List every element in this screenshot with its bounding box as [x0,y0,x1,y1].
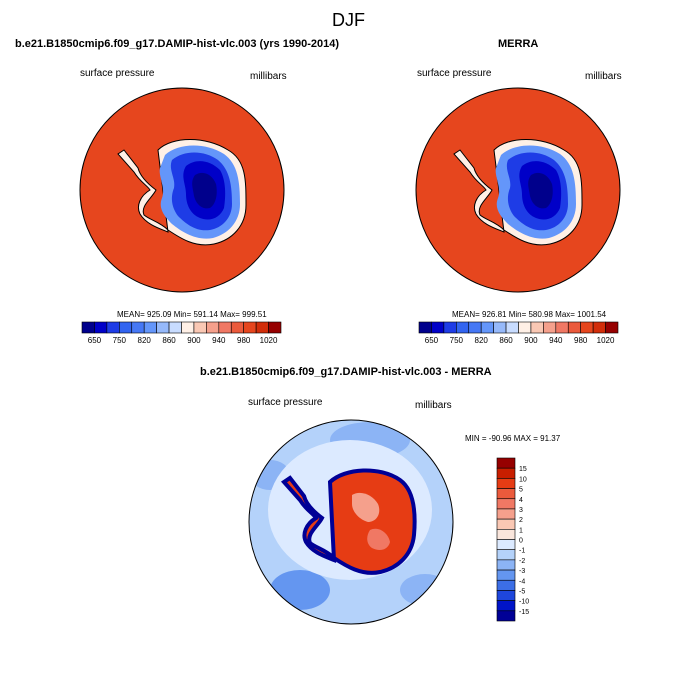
colorbar-swatch [493,321,507,334]
panel-2-colorbar: 650 750 820 860 900 940 980 1020 [418,321,619,345]
colorbar-swatch [496,508,516,520]
figure-title: DJF [332,10,365,30]
panel-3-units-label: millibars [415,400,452,411]
panel-1-variable-label: surface pressure [80,68,155,79]
colorbar-swatch [468,321,482,334]
panel-2-map [415,87,621,293]
colorbar-swatch [456,321,470,334]
colorbar-tick-label: 750 [113,336,127,345]
colorbar-tick-label: 750 [450,336,464,345]
panel-3-variable-label: surface pressure [248,397,323,408]
colorbar-swatch [505,321,519,334]
colorbar-tick-label: 4 [519,497,523,504]
colorbar-swatch [496,600,516,612]
colorbar-tick-label: 900 [187,336,201,345]
colorbar-swatch [81,321,95,334]
colorbar-tick-label: 940 [549,336,563,345]
colorbar-swatch [94,321,108,334]
panel-1-units-label: millibars [250,71,287,82]
colorbar-swatch [418,321,432,334]
colorbar-tick-label: -15 [519,609,529,616]
colorbar-swatch [592,321,606,334]
colorbar-swatch [567,321,581,334]
colorbar-swatch [168,321,182,334]
panel-2-units-label: millibars [585,71,622,82]
colorbar-tick-label: 940 [212,336,226,345]
colorbar-tick-label: 860 [499,336,513,345]
colorbar-tick-label: 980 [237,336,251,345]
colorbar-swatch [206,321,220,334]
colorbar-tick-label: 820 [138,336,152,345]
colorbar-swatch [543,321,557,334]
colorbar-swatch [119,321,133,334]
colorbar-tick-label: 820 [475,336,489,345]
colorbar-tick-label: -10 [519,599,529,606]
colorbar-swatch [555,321,569,334]
colorbar-swatch [268,321,282,334]
colorbar-swatch [193,321,207,334]
colorbar-swatch [496,498,516,510]
panel-2-stats: MEAN= 926.81 Min= 580.98 Max= 1001.54 [452,310,607,319]
colorbar-tick-label: 15 [519,466,527,473]
colorbar-swatch [530,321,544,334]
colorbar-tick-label: 3 [519,507,523,514]
colorbar-swatch [496,559,516,571]
colorbar-tick-label: 2 [519,517,523,524]
colorbar-swatch [496,610,516,622]
colorbar-tick-label: 650 [88,336,102,345]
colorbar-swatch [230,321,244,334]
colorbar-tick-label: 1 [519,527,523,534]
colorbar-tick-label: -5 [519,588,525,595]
colorbar-swatch [181,321,195,334]
panel-1-title: b.e21.B1850cmip6.f09_g17.DAMIP-hist-vlc.… [15,38,340,50]
panel-1-colorbar: 650 750 820 860 900 940 980 1020 [81,321,282,345]
panel-3-stats: MIN = -90.96 MAX = 91.37 [465,434,561,443]
colorbar-tick-label: 980 [574,336,588,345]
colorbar-tick-label: 10 [519,476,527,483]
colorbar-swatch [496,590,516,601]
colorbar-swatch [496,478,516,489]
colorbar-tick-label: 860 [162,336,176,345]
colorbar-swatch [496,457,516,469]
colorbar-swatch [143,321,157,334]
colorbar-swatch [496,579,516,591]
colorbar-swatch [443,321,457,334]
colorbar-swatch [518,321,532,334]
panel-1-stats: MEAN= 925.09 Min= 591.14 Max= 999.51 [117,310,267,319]
colorbar-swatch [496,569,516,581]
panel-3-map [248,419,454,625]
colorbar-swatch [218,321,232,334]
colorbar-swatch [156,321,170,334]
colorbar-tick-label: 1020 [260,336,278,345]
colorbar-tick-label: 0 [519,538,523,545]
colorbar-tick-label: -2 [519,558,525,565]
colorbar-swatch [131,321,145,334]
colorbar-swatch [605,321,619,334]
colorbar-tick-label: -3 [519,568,525,575]
colorbar-swatch [431,321,445,334]
colorbar-tick-label: -4 [519,578,525,585]
colorbar-swatch [496,539,516,550]
colorbar-swatch [496,518,516,530]
colorbar-swatch [243,321,257,334]
panel-2-variable-label: surface pressure [417,68,492,79]
colorbar-tick-label: 900 [524,336,538,345]
colorbar-swatch [255,321,269,334]
colorbar-swatch [496,488,516,500]
colorbar-tick-label: -1 [519,548,525,555]
colorbar-tick-label: 5 [519,487,523,494]
colorbar-swatch [106,321,120,334]
panel-1-map [79,87,285,293]
panel-3-title: b.e21.B1850cmip6.f09_g17.DAMIP-hist-vlc.… [200,366,492,378]
colorbar-swatch [480,321,494,334]
colorbar-tick-label: 1020 [597,336,615,345]
panel-2-title: MERRA [498,38,539,50]
colorbar-swatch [496,529,516,540]
colorbar-swatch [580,321,594,334]
colorbar-swatch [496,467,516,479]
colorbar-swatch [496,549,516,561]
colorbar-tick-label: 650 [425,336,439,345]
